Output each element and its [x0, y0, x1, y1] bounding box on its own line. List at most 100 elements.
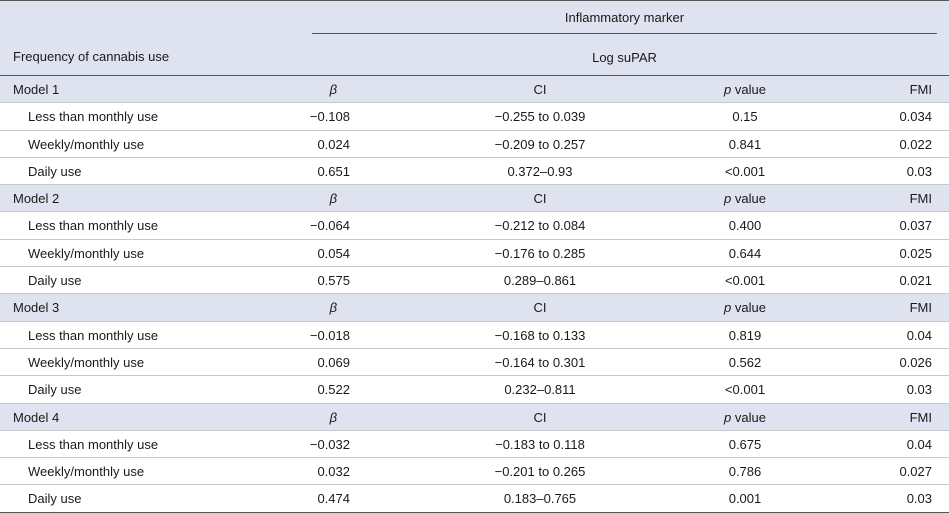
p-value: <0.001 [724, 273, 766, 289]
table-row: Less than monthly use −0.108 −0.255 to 0.0… [0, 103, 949, 131]
table-row: Daily use 0.575 0.289–0.861 <0.001 0.021 [0, 267, 949, 295]
model-name: Model 2 [13, 191, 60, 207]
row-label: Less than monthly use [28, 218, 159, 234]
row-label: Weekly/monthly use [28, 464, 145, 480]
row-label: Daily use [28, 382, 82, 398]
beta-column-label: β [329, 300, 337, 316]
table-header: Inflammatory marker Log suPAR Frequency … [0, 0, 949, 76]
ci-value: 0.289–0.861 [503, 273, 577, 289]
group-header: Inflammatory marker [564, 10, 685, 25]
ci-value: −0.176 to 0.285 [494, 245, 586, 261]
beta-value: 0.522 [317, 382, 350, 398]
beta-value: −0.108 [309, 109, 350, 125]
fmi-column-label: FMI [909, 409, 932, 425]
fmi-value: 0.03 [906, 382, 932, 398]
p-value: <0.001 [724, 163, 766, 179]
model-header-row: Model 2 β CI p value FMI [0, 185, 949, 213]
ci-value: −0.255 to 0.039 [494, 109, 586, 125]
p-italic: p [724, 409, 732, 425]
ci-value: −0.183 to 0.118 [495, 436, 585, 452]
ci-column-label: CI [533, 300, 547, 316]
beta-value: 0.575 [317, 273, 350, 289]
p-value: 0.15 [732, 109, 758, 125]
table-row: Daily use 0.474 0.183–0.765 0.001 0.03 [0, 485, 949, 513]
model-header-row: Model 3 β CI p value FMI [0, 294, 949, 322]
p-italic: p [724, 191, 732, 207]
table-row: Less than monthly use −0.018 −0.168 to 0.1… [0, 322, 949, 349]
row-label: Weekly/monthly use [28, 136, 145, 152]
fmi-value: 0.037 [899, 218, 932, 234]
ci-value: −0.209 to 0.257 [494, 136, 586, 152]
model-name: Model 3 [13, 300, 60, 316]
model-header-row: Model 1 β CI p value FMI [0, 76, 949, 104]
table-row: Weekly/monthly use 0.024 −0.209 to 0.257 0.… [0, 131, 949, 158]
fmi-column-label: FMI [909, 300, 932, 316]
model-name: Model 1 [13, 82, 60, 97]
row-label: Less than monthly use [28, 327, 159, 343]
fmi-column-label: FMI [909, 82, 932, 97]
p-rest: value [731, 191, 766, 207]
model-header-row: Model 4 β CI p value FMI [0, 403, 949, 431]
p-value: 0.675 [728, 436, 762, 452]
fmi-column-label: FMI [909, 191, 932, 207]
p-value-column-label: p value [700, 76, 790, 103]
p-value: 0.819 [728, 327, 762, 343]
p-value: 0.400 [728, 218, 762, 234]
p-value: <0.001 [724, 382, 766, 398]
row-label: Daily use [28, 273, 82, 289]
fmi-value: 0.04 [906, 327, 932, 343]
fmi-value: 0.03 [906, 163, 932, 179]
p-value: 0.841 [728, 136, 762, 152]
fmi-value: 0.026 [899, 354, 932, 370]
table-row: Weekly/monthly use 0.032 −0.201 to 0.265 0.… [0, 458, 949, 486]
ci-value: −0.212 to 0.084 [494, 218, 586, 234]
sub-header: Log suPAR [592, 50, 657, 65]
ci-column-label: CI [533, 191, 547, 207]
model-name: Model 4 [13, 409, 60, 425]
p-value-column-label: p value [700, 404, 790, 431]
beta-column-label: β [329, 409, 337, 425]
table-row: Less than monthly use −0.064 −0.212 to 0.0… [0, 212, 949, 240]
p-value-column-label: p value [700, 185, 790, 212]
table-row: Less than monthly use −0.032 −0.183 to 0.1… [0, 431, 949, 459]
ci-column-label: CI [533, 82, 547, 97]
fmi-value: 0.027 [899, 464, 932, 480]
p-value: 0.644 [728, 245, 762, 261]
table-body: Model 1 β CI p value FMI Less than monthly us… [0, 76, 949, 513]
beta-value: 0.054 [317, 245, 350, 261]
stub-header: Frequency of cannabis use [13, 49, 170, 64]
beta-value: −0.018 [309, 327, 350, 343]
p-italic: p [724, 300, 732, 316]
ci-value: −0.164 to 0.301 [494, 354, 586, 370]
row-label: Daily use [28, 163, 82, 179]
fmi-value: 0.022 [899, 136, 932, 152]
table-row: Daily use 0.651 0.372–0.93 <0.001 0.03 [0, 158, 949, 186]
beta-value: 0.032 [317, 464, 350, 480]
ci-column-label: CI [533, 409, 547, 425]
ci-value: 0.372–0.93 [507, 163, 573, 179]
beta-value: 0.069 [317, 354, 350, 370]
row-label: Less than monthly use [28, 109, 159, 125]
ci-value: 0.232–0.811 [504, 382, 576, 398]
beta-value: 0.651 [317, 163, 350, 179]
fmi-value: 0.025 [899, 245, 932, 261]
row-label: Weekly/monthly use [28, 354, 145, 370]
ci-value: 0.183–0.765 [503, 491, 577, 507]
beta-value: 0.474 [317, 491, 350, 507]
p-value: 0.786 [728, 464, 762, 480]
p-value: 0.562 [728, 354, 762, 370]
beta-column-label: β [329, 191, 337, 207]
row-label: Daily use [28, 491, 82, 507]
beta-value: −0.032 [309, 436, 350, 452]
table-row: Weekly/monthly use 0.069 −0.164 to 0.301 0.… [0, 349, 949, 377]
ci-value: −0.168 to 0.133 [494, 327, 586, 343]
group-header-rule [312, 33, 937, 34]
beta-value: 0.024 [317, 136, 350, 152]
fmi-value: 0.034 [899, 109, 932, 125]
fmi-value: 0.021 [899, 273, 932, 289]
fmi-value: 0.03 [906, 491, 932, 507]
p-value: 0.001 [728, 491, 762, 507]
beta-value: −0.064 [309, 218, 350, 234]
row-label: Less than monthly use [28, 436, 159, 452]
